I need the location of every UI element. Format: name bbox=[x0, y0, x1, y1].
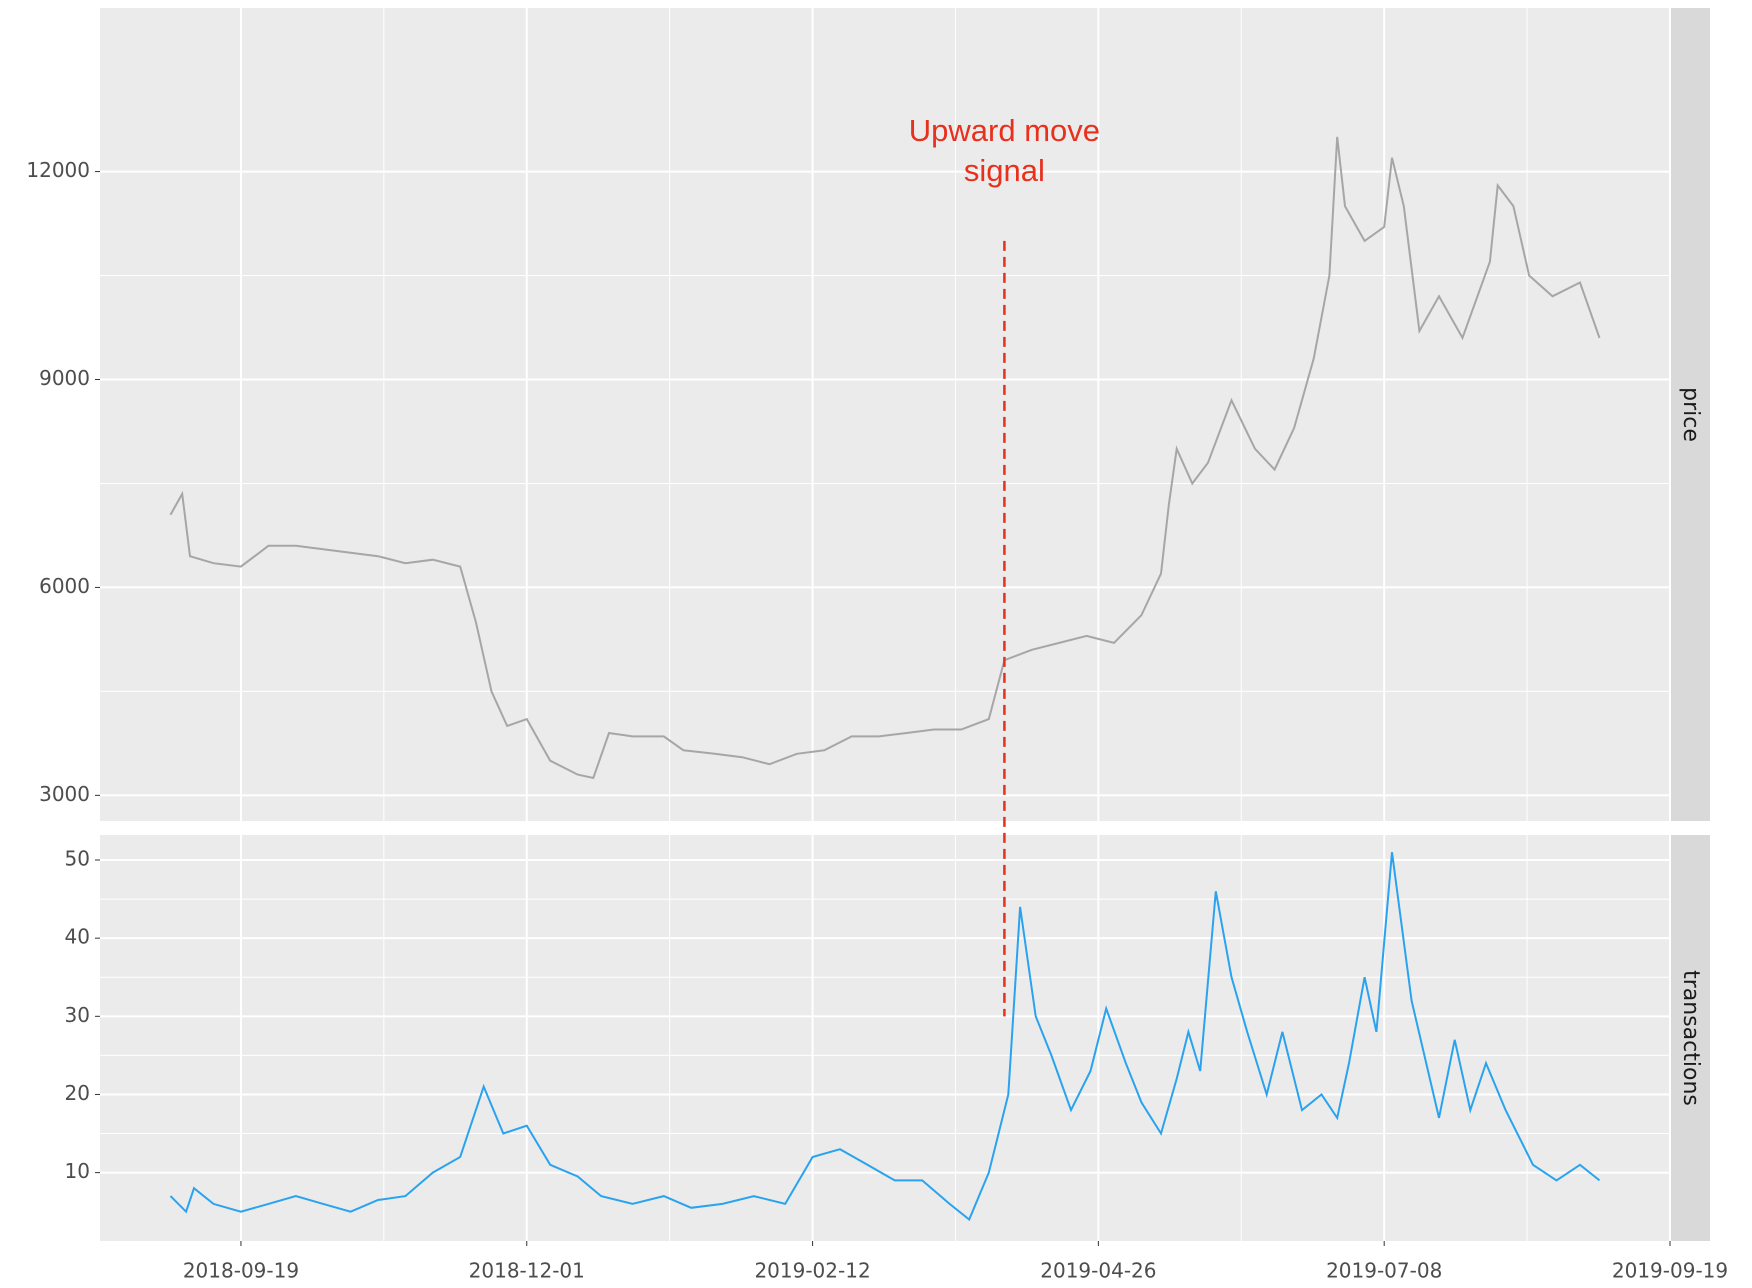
data-line bbox=[169, 136, 1601, 780]
y-tick-label: 20 bbox=[65, 1081, 90, 1105]
y-tick-label: 9000 bbox=[39, 366, 90, 390]
strip-label: transactions bbox=[1678, 970, 1703, 1106]
x-tick-label: 2019-04-26 bbox=[1040, 1259, 1156, 1283]
x-tick-label: 2019-02-12 bbox=[754, 1259, 870, 1283]
y-tick-label: 30 bbox=[65, 1003, 90, 1027]
y-tick-label: 10 bbox=[65, 1159, 90, 1183]
x-tick-label: 2018-09-19 bbox=[183, 1259, 299, 1283]
x-tick-label: 2018-12-01 bbox=[469, 1259, 585, 1283]
y-tick-label: 6000 bbox=[39, 574, 90, 598]
data-line bbox=[169, 852, 1601, 1222]
x-tick-label: 2019-07-08 bbox=[1326, 1259, 1442, 1283]
strip-background bbox=[1670, 8, 1710, 821]
strip-background bbox=[1670, 835, 1710, 1241]
strip-label: price bbox=[1678, 387, 1703, 442]
y-tick-label: 3000 bbox=[39, 782, 90, 806]
panel-background bbox=[100, 835, 1670, 1241]
y-tick-label: 50 bbox=[65, 847, 90, 871]
panel-background bbox=[100, 8, 1670, 821]
annotation-text: Upward move signal bbox=[908, 112, 1101, 188]
y-tick-label: 40 bbox=[65, 925, 90, 949]
x-tick-label: 2019-09-19 bbox=[1612, 1259, 1728, 1283]
y-tick-label: 12000 bbox=[26, 158, 90, 182]
